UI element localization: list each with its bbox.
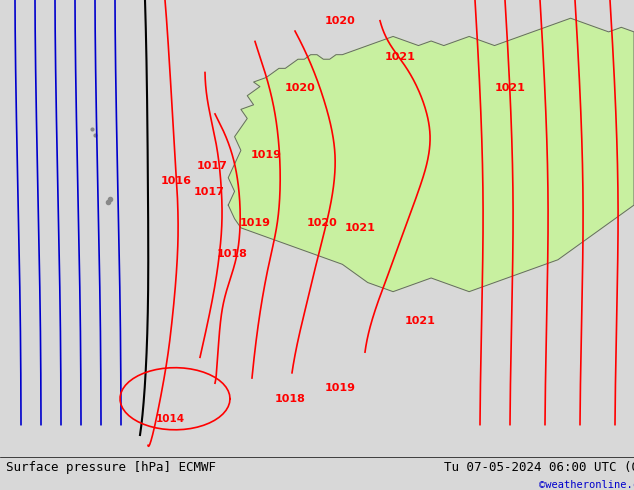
Text: Surface pressure [hPa] ECMWF: Surface pressure [hPa] ECMWF — [6, 461, 216, 474]
Text: 1020: 1020 — [325, 16, 356, 25]
Text: ©weatheronline.co.uk: ©weatheronline.co.uk — [539, 480, 634, 490]
Text: 1020: 1020 — [285, 83, 315, 93]
Text: 1016: 1016 — [160, 176, 191, 186]
Text: 1017: 1017 — [197, 161, 228, 171]
Text: 1021: 1021 — [495, 83, 526, 93]
Text: 1019: 1019 — [250, 150, 281, 160]
Text: Tu 07-05-2024 06:00 UTC (00+150): Tu 07-05-2024 06:00 UTC (00+150) — [444, 461, 634, 474]
Polygon shape — [228, 18, 634, 292]
Text: 1018: 1018 — [217, 249, 247, 259]
Text: 1017: 1017 — [193, 187, 224, 196]
Text: 1021: 1021 — [404, 316, 436, 326]
Text: 1019: 1019 — [325, 383, 356, 393]
Text: 1018: 1018 — [275, 394, 306, 404]
Text: 1021: 1021 — [385, 52, 415, 62]
Text: 1019: 1019 — [240, 218, 271, 228]
Text: 1020: 1020 — [307, 218, 337, 228]
Text: 1014: 1014 — [155, 415, 184, 424]
Text: 1021: 1021 — [344, 223, 375, 233]
